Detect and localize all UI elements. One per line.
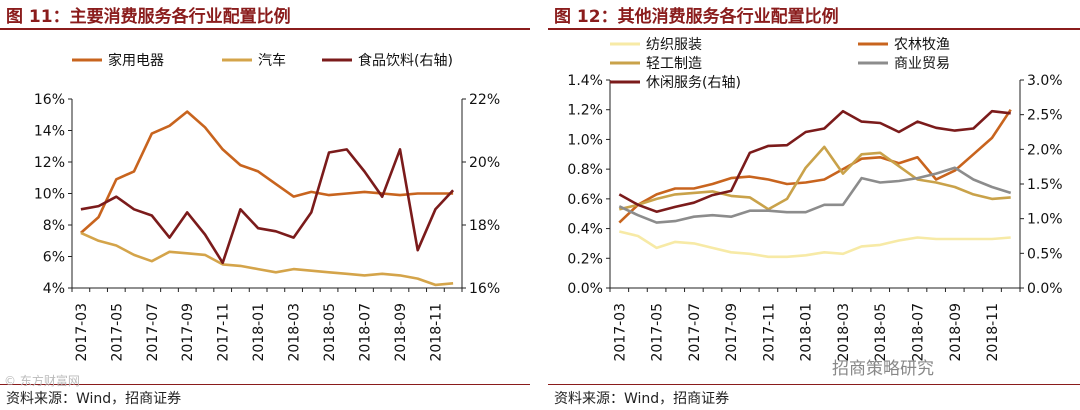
title-divider — [0, 28, 530, 30]
series-line — [618, 166, 1012, 224]
y-tick-label-left: 1.0% — [567, 132, 603, 148]
y-tick-label-right: 18% — [469, 218, 500, 234]
x-tick-label: 2018-07 — [911, 303, 927, 362]
right-chart-panel: 图 12：其他消费服务各行业配置比例 0.0% 0.2% 0.4% 0.6% 0.8% 1… — [548, 0, 1080, 410]
y-tick-label-left: 12% — [34, 155, 65, 171]
x-tick-label: 2018-05 — [873, 303, 889, 362]
legend-label: 农林牧渔 — [894, 37, 950, 53]
x-tick-label: 2018-05 — [322, 303, 338, 362]
legend-label: 家用电器 — [108, 52, 164, 69]
legend-label: 商业贸易 — [894, 56, 950, 72]
y-tick-label-left: 0.8% — [567, 162, 603, 178]
x-tick-label: 2017-11 — [216, 303, 232, 362]
x-tick-label: 2018-03 — [287, 303, 303, 362]
x-tick-label: 2018-07 — [358, 303, 374, 362]
x-tick-label: 2017-05 — [109, 303, 125, 362]
y-tick-label-left: 0.0% — [567, 281, 603, 297]
series-line — [618, 108, 1012, 224]
source-divider — [548, 384, 1080, 385]
source-divider — [0, 384, 530, 385]
x-tick-label: 2017-03 — [612, 303, 628, 362]
chart-title: 图 12：其他消费服务各行业配置比例 — [554, 7, 839, 27]
y-tick-label-left: 14% — [34, 124, 65, 140]
y-tick-label-right: 0.5% — [1027, 246, 1063, 262]
x-tick-label: 2017-09 — [180, 303, 196, 362]
y-tick-label-right: 3.0% — [1027, 73, 1063, 89]
series-line — [618, 109, 1011, 213]
y-tick-label-left: 0.6% — [567, 192, 603, 208]
chart-source: 资料来源：Wind，招商证券 — [554, 391, 730, 407]
y-tick-label-right: 0.0% — [1027, 281, 1063, 297]
x-tick-label: 2017-03 — [74, 303, 90, 362]
y-tick-label-left: 10% — [34, 187, 65, 203]
chart-title: 图 11：主要消费服务各行业配置比例 — [6, 7, 291, 27]
legend-label: 汽车 — [258, 52, 286, 69]
y-tick-label-left: 16% — [34, 92, 65, 108]
y-tick-label-left: 8% — [43, 218, 65, 234]
x-tick-label: 2017-11 — [761, 303, 777, 362]
y-tick-label-right: 16% — [469, 281, 500, 297]
x-tick-label: 2018-03 — [836, 303, 852, 362]
y-tick-label-right: 2.0% — [1027, 142, 1063, 158]
x-tick-label: 2017-05 — [650, 303, 666, 362]
left-chart-panel: 图 11：主要消费服务各行业配置比例 4% 6% 8% 10% 12% 14% 16% 16%… — [0, 0, 530, 410]
y-tick-label-right: 2.5% — [1027, 108, 1063, 124]
x-tick-label: 2018-11 — [428, 303, 444, 362]
y-tick-label-right: 20% — [469, 155, 500, 171]
y-tick-label-left: 0.2% — [567, 251, 603, 267]
x-tick-label: 2018-09 — [948, 303, 964, 362]
chart-source: 资料来源：Wind，招商证券 — [6, 391, 182, 407]
title-divider — [548, 28, 1080, 30]
x-tick-label: 2017-09 — [724, 303, 740, 362]
series-line — [618, 230, 1011, 259]
legend-label: 轻工制造 — [646, 56, 702, 72]
y-tick-label-right: 1.0% — [1027, 212, 1063, 228]
x-tick-label: 2017-07 — [145, 303, 161, 362]
left-chart-svg: 4% 6% 8% 10% 12% 14% 16% 16% 18% 20% 22% 2017-03 201… — [34, 52, 500, 362]
x-tick-label: 2018-09 — [393, 303, 409, 362]
x-tick-label: 2018-01 — [799, 303, 815, 362]
x-tick-label: 2018-11 — [985, 303, 1001, 362]
y-tick-label-left: 1.2% — [567, 103, 603, 119]
y-tick-label-right: 22% — [469, 92, 500, 108]
legend-label: 纺织服装 — [646, 37, 702, 53]
right-chart-svg: 0.0% 0.2% 0.4% 0.6% 0.8% 1.0% 1.2% 1.4% 0.0% 0.5%… — [567, 37, 1063, 362]
series-line — [80, 110, 454, 234]
legend-label: 休闲服务(右轴) — [646, 75, 741, 91]
x-tick-label: 2018-01 — [251, 303, 267, 362]
y-tick-label-left: 4% — [43, 281, 65, 297]
y-tick-label-left: 1.4% — [567, 73, 603, 89]
watermark: 招商策略研究 — [832, 359, 934, 379]
series-line — [618, 145, 1011, 211]
watermark-left: © 东方财富网 — [4, 374, 80, 388]
x-tick-label: 2017-07 — [687, 303, 703, 362]
y-tick-label-left: 0.4% — [567, 222, 603, 238]
y-tick-label-left: 6% — [43, 250, 65, 266]
series-line — [80, 231, 454, 287]
series-line — [80, 148, 455, 265]
legend-label: 食品饮料(右轴) — [358, 52, 453, 69]
y-tick-label-right: 1.5% — [1027, 177, 1063, 193]
